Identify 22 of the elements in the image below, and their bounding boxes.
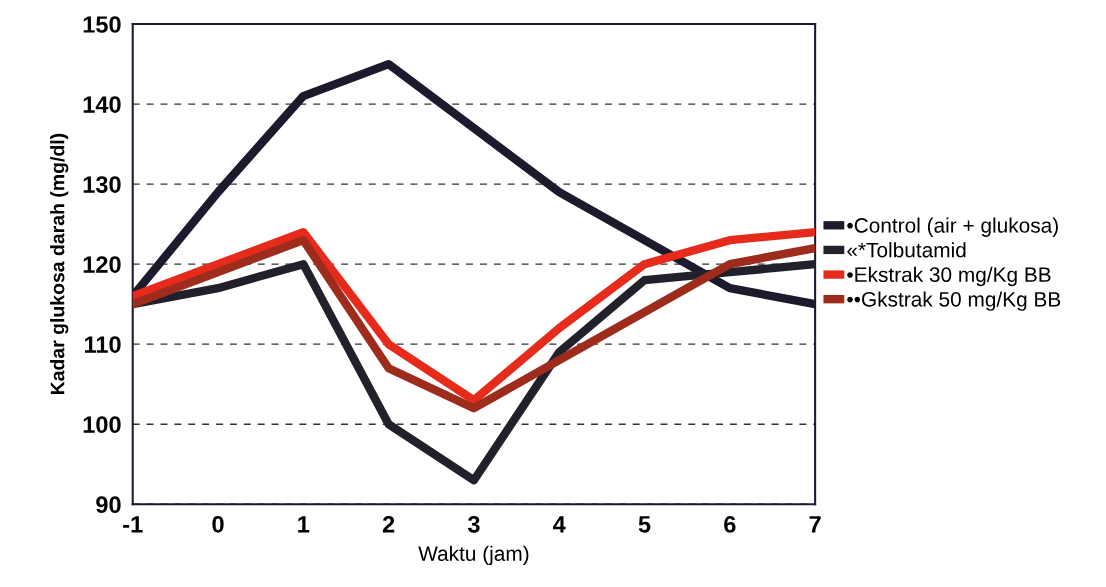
y-tick-label: 140	[83, 96, 121, 113]
y-tick-label: 90	[96, 496, 121, 514]
legend-label: •Control (air + glukosa)	[847, 217, 1058, 237]
y-tick-label: 150	[83, 16, 121, 33]
x-tick-label: 2	[382, 515, 395, 533]
y-tick-label: 100	[83, 416, 121, 433]
x-tick-label: 6	[724, 515, 736, 533]
legend-label: •Ekstrak 30 mg/Kg BB	[847, 266, 1051, 287]
x-tick-label: 7	[809, 516, 821, 533]
x-axis-title: Waktu (jam)	[418, 545, 529, 566]
x-tick-label: -1	[123, 516, 143, 533]
y-axis-title: Kadar glukosa darah (mg/dl)	[50, 133, 69, 395]
x-tick-label: 3	[467, 515, 480, 533]
x-tick-label: 5	[638, 516, 651, 533]
legend-label: «*Tolbutamid	[847, 242, 966, 258]
y-tick-label: 110	[85, 336, 121, 353]
x-tick-label: 4	[553, 516, 566, 533]
y-tick-label: 120	[83, 256, 121, 273]
y-tick-label: 130	[83, 176, 121, 193]
legend-label: ••Gkstrak 50 mg/Kg BB	[847, 291, 1061, 311]
x-tick-label: 0	[212, 515, 224, 533]
x-tick-label: 1	[298, 516, 310, 533]
